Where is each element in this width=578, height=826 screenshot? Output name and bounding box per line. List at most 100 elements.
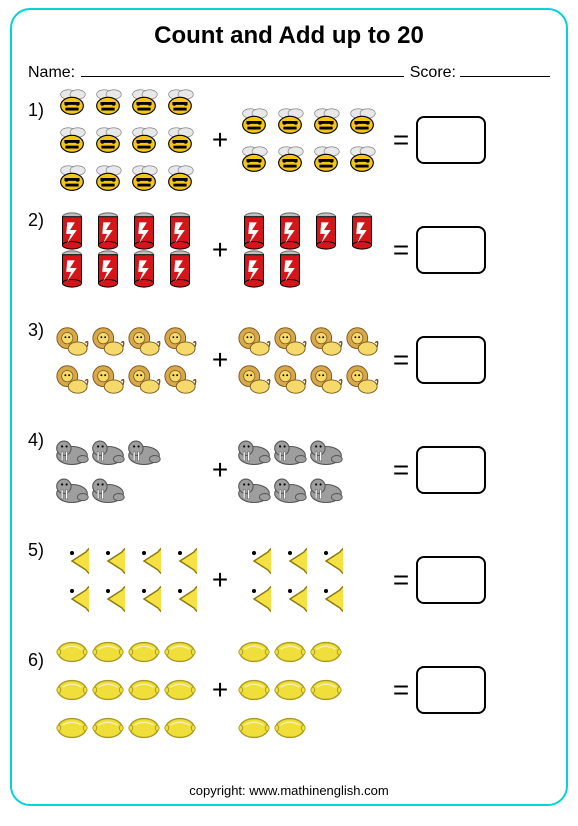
count-group — [54, 84, 204, 196]
lemon-icon — [126, 710, 162, 746]
lion-icon — [90, 323, 126, 359]
icon-row — [54, 543, 204, 579]
count-group — [54, 433, 204, 507]
lemon-icon — [308, 634, 344, 670]
walrus-icon — [236, 471, 272, 507]
plus-sign: + — [204, 234, 236, 266]
equals-sign: = — [386, 344, 416, 376]
icon-row — [236, 361, 386, 397]
lemon-icon — [308, 672, 344, 708]
pacman-icon — [308, 543, 344, 579]
icon-row — [54, 251, 204, 287]
lion-icon — [54, 361, 90, 397]
answer-box[interactable] — [416, 446, 486, 494]
score-input-line[interactable] — [460, 60, 550, 77]
bee-icon — [236, 141, 272, 177]
bee-icon — [344, 103, 380, 139]
can-icon — [236, 213, 272, 249]
answer-box[interactable] — [416, 226, 486, 274]
bee-icon — [126, 84, 162, 120]
walrus-icon — [90, 471, 126, 507]
count-group — [236, 543, 386, 617]
lemon-icon — [162, 710, 198, 746]
lion-icon — [126, 323, 162, 359]
can-icon — [162, 251, 198, 287]
icon-row — [54, 672, 204, 708]
icon-row — [236, 634, 386, 670]
pacman-icon — [272, 581, 308, 617]
icon-row — [236, 141, 386, 177]
lion-icon — [344, 323, 380, 359]
bee-icon — [272, 141, 308, 177]
icon-row — [54, 323, 204, 359]
icon-row — [236, 323, 386, 359]
problem-row: 3) — [28, 306, 550, 414]
icon-row — [236, 581, 386, 617]
bee-icon — [90, 84, 126, 120]
icon-row — [54, 634, 204, 670]
bee-icon — [162, 160, 198, 196]
can-icon — [344, 213, 380, 249]
can-icon — [272, 251, 308, 287]
bee-icon — [272, 103, 308, 139]
equals-sign: = — [386, 234, 416, 266]
bee-icon — [126, 122, 162, 158]
lion-icon — [344, 361, 380, 397]
lemon-icon — [54, 634, 90, 670]
lion-icon — [272, 323, 308, 359]
bee-icon — [54, 84, 90, 120]
pacman-icon — [236, 581, 272, 617]
pacman-icon — [90, 581, 126, 617]
lemon-icon — [272, 634, 308, 670]
lion-icon — [236, 361, 272, 397]
bee-icon — [162, 122, 198, 158]
count-group — [54, 543, 204, 617]
can-icon — [90, 251, 126, 287]
walrus-icon — [90, 433, 126, 469]
problem-row: 2) — [28, 196, 550, 304]
walrus-icon — [126, 433, 162, 469]
icon-row — [54, 84, 204, 120]
lion-icon — [272, 361, 308, 397]
equals-sign: = — [386, 124, 416, 156]
equals-sign: = — [386, 454, 416, 486]
problem-number: 1) — [28, 86, 54, 121]
icon-row — [236, 471, 386, 507]
worksheet-page: Count and Add up to 20 Name: Score: 1) — [10, 8, 568, 806]
lemon-icon — [54, 710, 90, 746]
can-icon — [90, 213, 126, 249]
can-icon — [126, 251, 162, 287]
answer-box[interactable] — [416, 556, 486, 604]
pacman-icon — [90, 543, 126, 579]
answer-box[interactable] — [416, 116, 486, 164]
lemon-icon — [90, 710, 126, 746]
walrus-icon — [236, 433, 272, 469]
bee-icon — [344, 141, 380, 177]
bee-icon — [236, 103, 272, 139]
lion-icon — [162, 323, 198, 359]
walrus-icon — [308, 433, 344, 469]
problem-row: 5) + — [28, 526, 550, 634]
answer-box[interactable] — [416, 666, 486, 714]
bee-icon — [54, 122, 90, 158]
lion-icon — [308, 361, 344, 397]
icon-row — [54, 433, 204, 469]
pacman-icon — [162, 543, 198, 579]
problem-number: 6) — [28, 636, 54, 671]
lemon-icon — [236, 634, 272, 670]
answer-box[interactable] — [416, 336, 486, 384]
bee-icon — [162, 84, 198, 120]
plus-sign: + — [204, 344, 236, 376]
walrus-icon — [54, 433, 90, 469]
count-group — [236, 213, 386, 287]
problem-number: 3) — [28, 306, 54, 341]
lion-icon — [90, 361, 126, 397]
icon-row — [54, 581, 204, 617]
icon-row — [54, 213, 204, 249]
name-input-line[interactable] — [81, 60, 404, 77]
page-title: Count and Add up to 20 — [28, 22, 550, 50]
copyright-text: copyright: www.mathinenglish.com — [12, 783, 566, 798]
problem-row: 1) — [28, 86, 550, 194]
icon-row — [236, 213, 386, 249]
lemon-icon — [162, 634, 198, 670]
